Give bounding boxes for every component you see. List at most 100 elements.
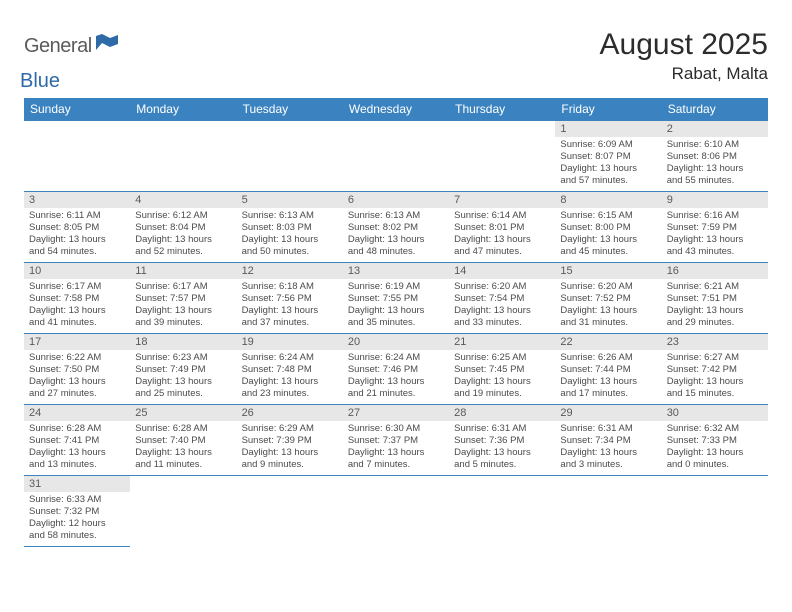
- day-detail-line: Sunset: 8:03 PM: [242, 222, 338, 234]
- day-detail-line: Sunset: 7:32 PM: [29, 506, 125, 518]
- day-detail-line: Sunset: 8:06 PM: [667, 151, 763, 163]
- day-number: 27: [343, 405, 449, 421]
- day-details: Sunrise: 6:31 AMSunset: 7:36 PMDaylight:…: [449, 421, 555, 474]
- day-number: 8: [555, 192, 661, 208]
- day-detail-line: Sunrise: 6:18 AM: [242, 281, 338, 293]
- day-detail-line: and 23 minutes.: [242, 388, 338, 400]
- day-header: Friday: [555, 98, 661, 121]
- day-detail-line: Daylight: 13 hours: [560, 376, 656, 388]
- day-details: Sunrise: 6:23 AMSunset: 7:49 PMDaylight:…: [130, 350, 236, 403]
- day-detail-line: Sunrise: 6:31 AM: [454, 423, 550, 435]
- day-detail-line: and 19 minutes.: [454, 388, 550, 400]
- day-detail-line: Daylight: 13 hours: [454, 305, 550, 317]
- day-details: Sunrise: 6:33 AMSunset: 7:32 PMDaylight:…: [24, 492, 130, 545]
- day-details: Sunrise: 6:20 AMSunset: 7:54 PMDaylight:…: [449, 279, 555, 332]
- day-detail-line: Sunrise: 6:33 AM: [29, 494, 125, 506]
- day-detail-line: Sunrise: 6:27 AM: [667, 352, 763, 364]
- day-number: 2: [662, 121, 768, 137]
- day-details: Sunrise: 6:20 AMSunset: 7:52 PMDaylight:…: [555, 279, 661, 332]
- day-detail-line: and 43 minutes.: [667, 246, 763, 258]
- day-details: Sunrise: 6:27 AMSunset: 7:42 PMDaylight:…: [662, 350, 768, 403]
- day-detail-line: Daylight: 13 hours: [135, 305, 231, 317]
- day-details: Sunrise: 6:09 AMSunset: 8:07 PMDaylight:…: [555, 137, 661, 190]
- day-detail-line: Daylight: 12 hours: [29, 518, 125, 530]
- day-detail-line: Sunset: 7:49 PM: [135, 364, 231, 376]
- calendar-cell: 12Sunrise: 6:18 AMSunset: 7:56 PMDayligh…: [237, 263, 343, 334]
- calendar-cell: 1Sunrise: 6:09 AMSunset: 8:07 PMDaylight…: [555, 121, 661, 192]
- calendar-cell: 15Sunrise: 6:20 AMSunset: 7:52 PMDayligh…: [555, 263, 661, 334]
- day-details: Sunrise: 6:19 AMSunset: 7:55 PMDaylight:…: [343, 279, 449, 332]
- calendar-cell: 30Sunrise: 6:32 AMSunset: 7:33 PMDayligh…: [662, 405, 768, 476]
- day-details: Sunrise: 6:17 AMSunset: 7:57 PMDaylight:…: [130, 279, 236, 332]
- calendar-cell: 25Sunrise: 6:28 AMSunset: 7:40 PMDayligh…: [130, 405, 236, 476]
- calendar-cell: 19Sunrise: 6:24 AMSunset: 7:48 PMDayligh…: [237, 334, 343, 405]
- day-header: Monday: [130, 98, 236, 121]
- day-header: Tuesday: [237, 98, 343, 121]
- day-details: Sunrise: 6:26 AMSunset: 7:44 PMDaylight:…: [555, 350, 661, 403]
- day-detail-line: Sunset: 8:00 PM: [560, 222, 656, 234]
- day-details: Sunrise: 6:14 AMSunset: 8:01 PMDaylight:…: [449, 208, 555, 261]
- calendar-cell: 29Sunrise: 6:31 AMSunset: 7:34 PMDayligh…: [555, 405, 661, 476]
- day-detail-line: Sunset: 7:37 PM: [348, 435, 444, 447]
- calendar-cell: 21Sunrise: 6:25 AMSunset: 7:45 PMDayligh…: [449, 334, 555, 405]
- day-details: Sunrise: 6:16 AMSunset: 7:59 PMDaylight:…: [662, 208, 768, 261]
- calendar-cell: 7Sunrise: 6:14 AMSunset: 8:01 PMDaylight…: [449, 192, 555, 263]
- day-detail-line: Sunrise: 6:12 AM: [135, 210, 231, 222]
- day-detail-line: and 11 minutes.: [135, 459, 231, 471]
- day-detail-line: Sunset: 7:46 PM: [348, 364, 444, 376]
- calendar-cell: 23Sunrise: 6:27 AMSunset: 7:42 PMDayligh…: [662, 334, 768, 405]
- calendar-cell: [237, 121, 343, 192]
- calendar-cell: [130, 121, 236, 192]
- day-number: 30: [662, 405, 768, 421]
- calendar-cell: [449, 121, 555, 192]
- day-details: Sunrise: 6:29 AMSunset: 7:39 PMDaylight:…: [237, 421, 343, 474]
- calendar-page: General Blue August 2025 Rabat, Malta Su…: [0, 0, 792, 547]
- day-detail-line: and 7 minutes.: [348, 459, 444, 471]
- location-label: Rabat, Malta: [600, 64, 768, 84]
- day-header: Sunday: [24, 98, 130, 121]
- day-details: Sunrise: 6:13 AMSunset: 8:03 PMDaylight:…: [237, 208, 343, 261]
- day-detail-line: Daylight: 13 hours: [348, 305, 444, 317]
- day-detail-line: Daylight: 13 hours: [454, 447, 550, 459]
- calendar-cell: 20Sunrise: 6:24 AMSunset: 7:46 PMDayligh…: [343, 334, 449, 405]
- day-detail-line: Sunset: 7:50 PM: [29, 364, 125, 376]
- day-detail-line: Daylight: 13 hours: [29, 305, 125, 317]
- day-number: 14: [449, 263, 555, 279]
- day-detail-line: Sunset: 7:40 PM: [135, 435, 231, 447]
- day-details: Sunrise: 6:12 AMSunset: 8:04 PMDaylight:…: [130, 208, 236, 261]
- day-detail-line: Daylight: 13 hours: [560, 447, 656, 459]
- calendar-body: 1Sunrise: 6:09 AMSunset: 8:07 PMDaylight…: [24, 121, 768, 547]
- day-number: 1: [555, 121, 661, 137]
- calendar-table: SundayMondayTuesdayWednesdayThursdayFrid…: [24, 98, 768, 547]
- logo-word-general: General: [24, 35, 92, 57]
- day-detail-line: Daylight: 13 hours: [667, 163, 763, 175]
- day-detail-line: Sunset: 7:42 PM: [667, 364, 763, 376]
- day-number: 31: [24, 476, 130, 492]
- day-detail-line: Sunrise: 6:09 AM: [560, 139, 656, 151]
- day-number: 23: [662, 334, 768, 350]
- day-detail-line: and 35 minutes.: [348, 317, 444, 329]
- day-number: 7: [449, 192, 555, 208]
- day-detail-line: Sunset: 7:52 PM: [560, 293, 656, 305]
- day-number: 13: [343, 263, 449, 279]
- day-number: 17: [24, 334, 130, 350]
- day-detail-line: Sunrise: 6:31 AM: [560, 423, 656, 435]
- day-detail-line: Sunrise: 6:29 AM: [242, 423, 338, 435]
- day-detail-line: Sunset: 8:05 PM: [29, 222, 125, 234]
- calendar-row: 3Sunrise: 6:11 AMSunset: 8:05 PMDaylight…: [24, 192, 768, 263]
- day-detail-line: Daylight: 13 hours: [135, 376, 231, 388]
- day-details: Sunrise: 6:24 AMSunset: 7:46 PMDaylight:…: [343, 350, 449, 403]
- day-header: Saturday: [662, 98, 768, 121]
- day-number: 9: [662, 192, 768, 208]
- day-number: 21: [449, 334, 555, 350]
- day-detail-line: Daylight: 13 hours: [667, 447, 763, 459]
- day-details: Sunrise: 6:17 AMSunset: 7:58 PMDaylight:…: [24, 279, 130, 332]
- calendar-cell: [449, 476, 555, 547]
- calendar-cell: 18Sunrise: 6:23 AMSunset: 7:49 PMDayligh…: [130, 334, 236, 405]
- day-detail-line: Sunset: 7:51 PM: [667, 293, 763, 305]
- day-detail-line: and 48 minutes.: [348, 246, 444, 258]
- day-detail-line: Daylight: 13 hours: [135, 447, 231, 459]
- day-detail-line: Sunrise: 6:24 AM: [242, 352, 338, 364]
- day-number: 29: [555, 405, 661, 421]
- day-detail-line: Daylight: 13 hours: [348, 447, 444, 459]
